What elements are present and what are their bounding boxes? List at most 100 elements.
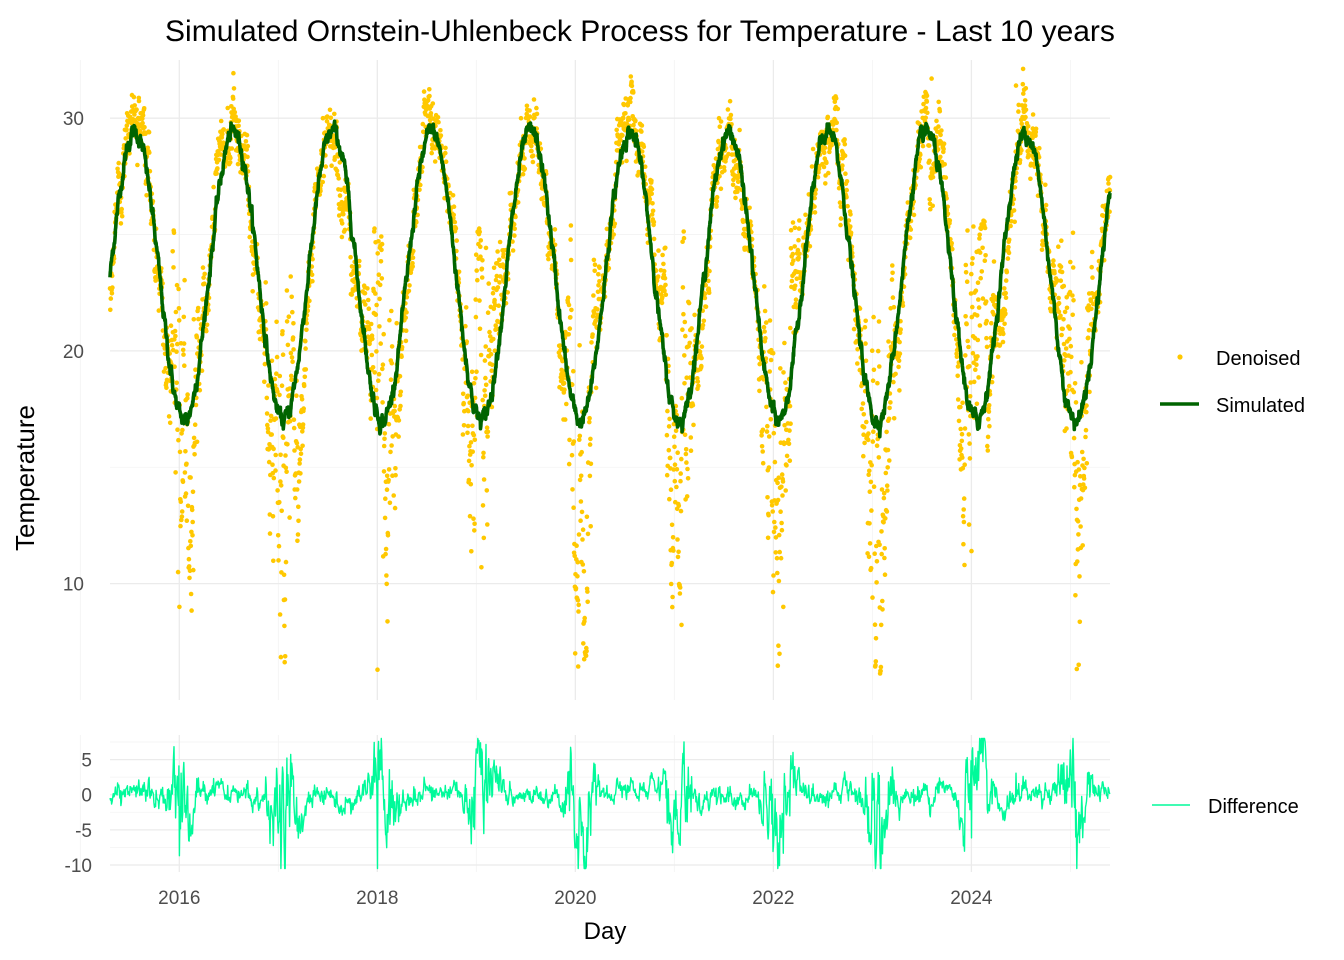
denoised-point: [958, 404, 963, 410]
denoised-point: [584, 514, 590, 520]
denoised-point: [995, 354, 1001, 360]
denoised-point: [182, 470, 188, 475]
denoised-point: [495, 249, 500, 254]
denoised-point: [791, 258, 796, 263]
denoised-point: [880, 598, 885, 604]
denoised-point: [566, 461, 572, 467]
denoised-point: [174, 349, 179, 355]
denoised-point: [236, 123, 241, 129]
denoised-point: [170, 249, 175, 254]
denoised-point: [272, 376, 278, 382]
denoised-point: [1004, 269, 1010, 275]
denoised-point: [974, 362, 979, 368]
denoised-point: [779, 527, 785, 533]
denoised-point: [146, 129, 152, 135]
denoised-point: [664, 432, 670, 438]
denoised-point: [976, 305, 982, 310]
denoised-point: [982, 225, 988, 231]
denoised-point: [1061, 283, 1067, 289]
denoised-point: [173, 309, 179, 315]
denoised-point: [271, 475, 277, 481]
denoised-point: [784, 463, 789, 468]
denoised-point: [684, 460, 689, 465]
denoised-point: [771, 573, 776, 578]
chart-title: Simulated Ornstein-Uhlenbeck Process for…: [165, 15, 1115, 48]
denoised-point: [287, 515, 292, 520]
denoised-point: [722, 168, 727, 173]
denoised-point: [320, 115, 326, 121]
denoised-point: [175, 341, 180, 347]
denoised-point: [181, 352, 186, 357]
denoised-point: [473, 314, 479, 320]
denoised-point: [959, 438, 965, 444]
denoised-point: [310, 256, 315, 262]
denoised-point: [949, 240, 954, 246]
denoised-point: [982, 258, 988, 264]
denoised-point: [716, 140, 721, 145]
denoised-point: [875, 380, 880, 386]
denoised-point: [975, 280, 981, 286]
denoised-point: [391, 493, 397, 498]
bottom-y-tick-label: -10: [65, 856, 92, 877]
denoised-point: [403, 328, 409, 334]
denoised-point: [189, 507, 195, 513]
denoised-point: [1086, 327, 1092, 333]
denoised-point: [656, 248, 661, 253]
denoised-point: [661, 261, 666, 267]
denoised-point: [336, 213, 342, 218]
denoised-point: [443, 150, 448, 156]
denoised-point: [662, 288, 667, 294]
denoised-point: [672, 462, 678, 468]
denoised-point: [497, 239, 503, 245]
denoised-point: [873, 636, 879, 641]
simulated-line: [108, 119, 1112, 439]
denoised-point: [668, 581, 674, 587]
denoised-point: [1064, 305, 1070, 311]
denoised-point: [478, 352, 484, 358]
denoised-point: [380, 366, 385, 372]
denoised-point: [889, 277, 895, 282]
denoised-point: [578, 518, 583, 523]
denoised-point: [1073, 593, 1078, 598]
denoised-point: [392, 505, 398, 511]
denoised-point: [1075, 559, 1080, 564]
denoised-point: [1060, 326, 1065, 332]
denoised-point: [844, 187, 849, 193]
denoised-point: [620, 115, 626, 120]
denoised-point: [297, 457, 303, 462]
denoised-point: [274, 371, 279, 377]
denoised-point: [369, 352, 375, 358]
denoised-point: [460, 391, 466, 397]
denoised-point: [394, 320, 400, 326]
denoised-point: [768, 357, 774, 363]
denoised-point: [171, 230, 177, 236]
bottom-y-tick-label: 5: [81, 751, 92, 772]
denoised-point: [934, 118, 939, 124]
denoised-point: [1058, 278, 1064, 284]
denoised-point: [874, 559, 880, 564]
denoised-point: [942, 162, 947, 167]
denoised-point: [562, 387, 567, 393]
denoised-point: [775, 663, 781, 668]
denoised-point: [501, 251, 506, 257]
denoised-point: [838, 216, 844, 221]
denoised-point: [982, 219, 987, 225]
denoised-point: [924, 93, 930, 99]
denoised-point: [329, 163, 334, 168]
denoised-point: [450, 193, 456, 198]
denoised-point: [180, 347, 186, 353]
denoised-point: [287, 386, 293, 391]
denoised-point: [383, 496, 388, 502]
denoised-point: [529, 148, 534, 154]
denoised-point: [169, 343, 175, 348]
denoised-point: [766, 465, 772, 470]
denoised-point: [571, 439, 577, 444]
denoised-point: [141, 106, 147, 111]
denoised-point: [235, 161, 241, 167]
denoised-point: [321, 173, 327, 179]
denoised-point: [1019, 148, 1024, 153]
denoised-point: [772, 459, 778, 465]
denoised-point: [484, 488, 490, 493]
denoised-point: [119, 206, 124, 212]
denoised-point: [531, 97, 537, 102]
